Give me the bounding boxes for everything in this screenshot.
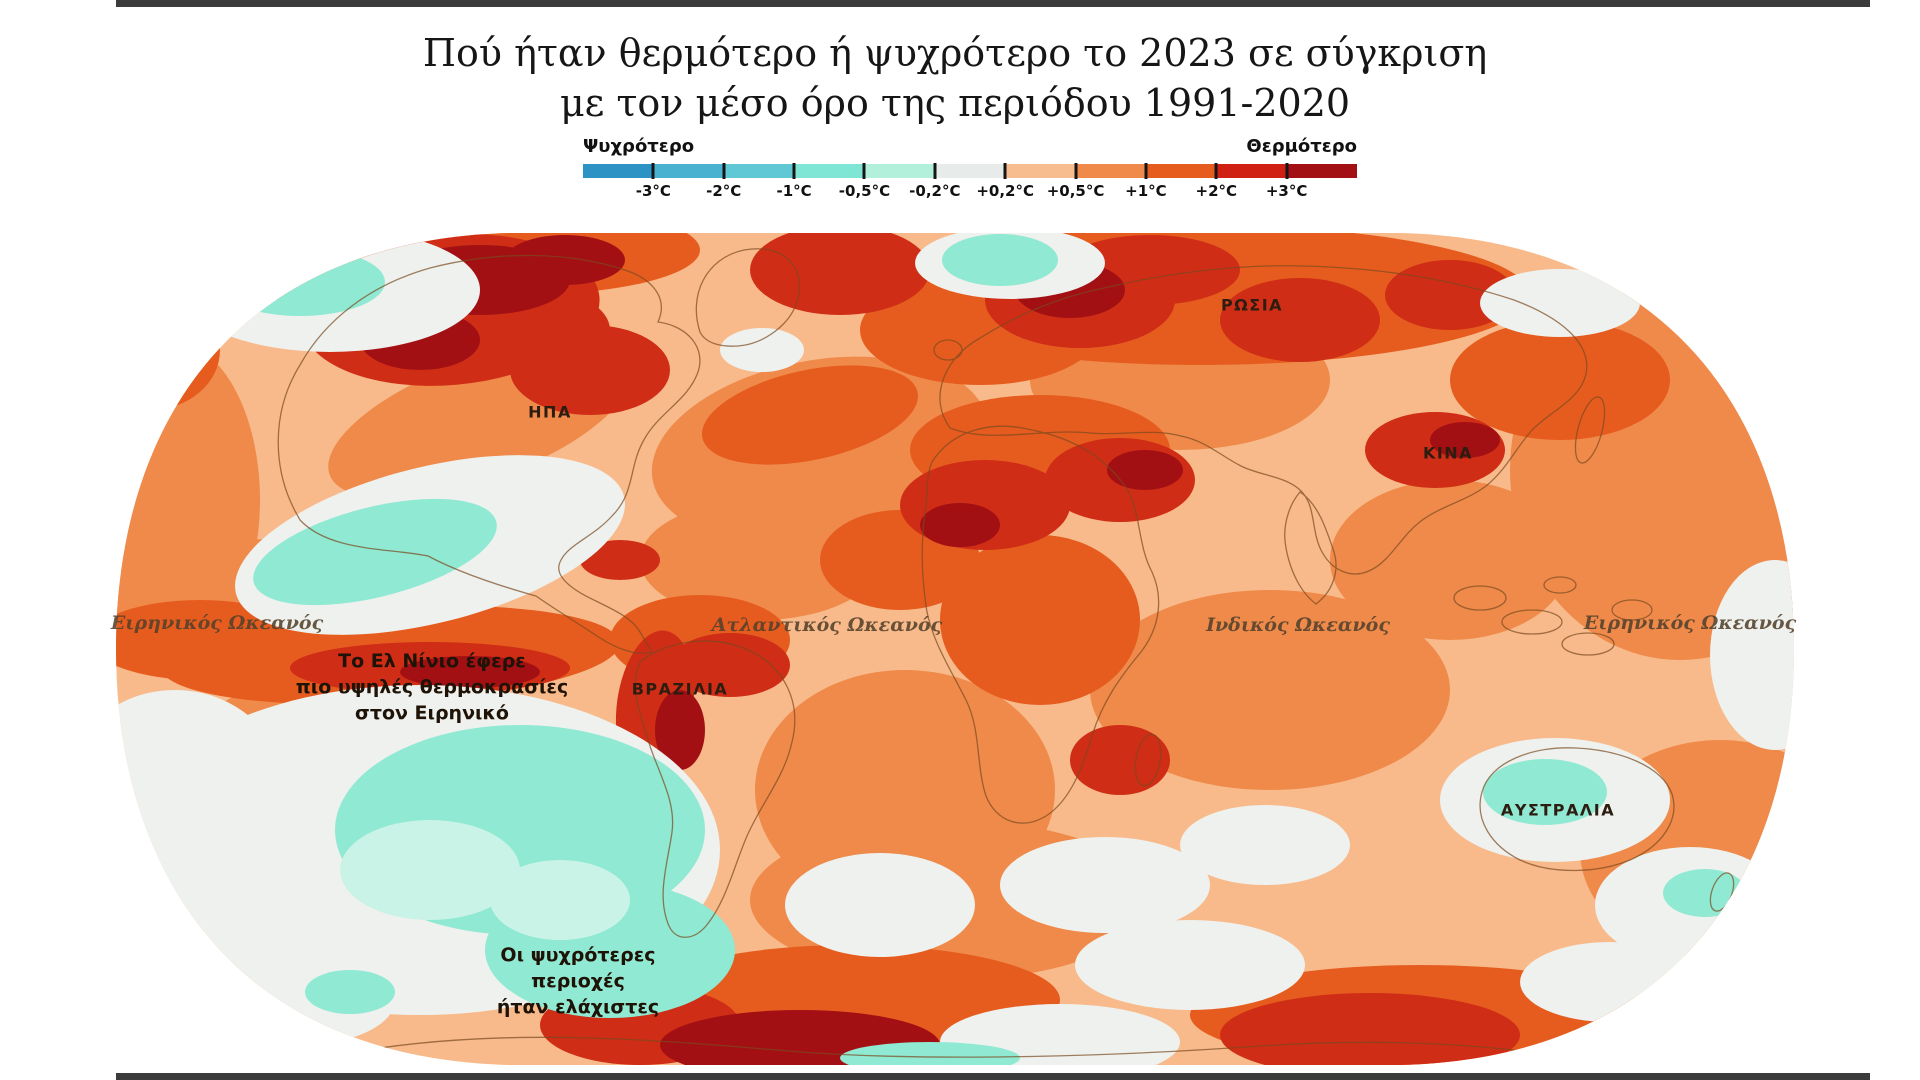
country-label-australia: ΑΥΣΤΡΑΛΙΑ [1500,800,1616,820]
colorbar-segment [653,164,724,178]
country-label-russia: ΡΩΣΙΑ [1220,295,1284,315]
colorbar-tick [1003,163,1007,179]
ocean-label-pacific-east: Ειρηνικός Ωκεανός [1583,612,1797,634]
annotation-line: πιο υψηλές θερμοκρασίες [295,676,569,698]
ocean-label-indian: Ινδικός Ωκεανός [1206,614,1390,636]
annotation-line: στον Ειρηνικό [355,702,509,724]
colorbar-tick [651,163,655,179]
title-line-1: Πού ήταν θερμότερο ή ψυχρότερο το 2023 σ… [422,31,1488,75]
legend-tick-labels: -3°C -2°C -1°C -0,5°C -0,2°C +0,2°C +0,5°C +1°C… [583,182,1357,204]
legend-colorbar [583,163,1357,179]
colorbar-tick-label: +0,5°C [1046,182,1105,200]
colorbar-tick-label: -0,5°C [838,182,891,200]
colorbar-tick-label: +2°C [1195,182,1238,200]
annotation-line: περιοχές [531,970,625,992]
colorbar-tick-label: -3°C [635,182,671,200]
colorbar-tick [1214,163,1218,179]
colorbar-segment [934,164,1006,178]
colorbar-tick [1074,163,1078,179]
colorbar-tick [933,163,937,179]
top-divider [116,0,1870,7]
annotation-cold-areas: Οι ψυχρότερες περιοχές ήταν ελάχιστες [497,942,659,1020]
colorbar-segment [723,164,795,178]
colorbar-tick-label: -2°C [706,182,742,200]
annotation-line: Το Ελ Νίνιο έφερε [338,650,526,672]
colorbar-segment [1286,164,1357,178]
colorbar-tick-label: -1°C [776,182,812,200]
country-label-usa: ΗΠΑ [528,402,572,422]
colorbar-segment [794,164,865,178]
colorbar-segment [1216,164,1287,178]
colorbar-tick-label: +3°C [1265,182,1308,200]
legend-warmer-label: Θερμότερο [1246,136,1357,157]
bottom-divider [116,1073,1870,1080]
page-title: Πού ήταν θερμότερο ή ψυχρότερο το 2023 σ… [0,28,1910,128]
colorbar-segment [864,164,935,178]
colorbar-tick-label: +1°C [1125,182,1167,200]
annotation-line: ήταν ελάχιστες [496,996,660,1018]
ocean-label-pacific-west: Ειρηνικός Ωκεανός [110,612,324,634]
colorbar-segment [1005,164,1076,178]
legend-end-labels: Ψυχρότερο Θερμότερο [583,136,1357,164]
colorbar-tick [792,163,796,179]
title-line-2: με τον μέσο όρο της περιόδου 1991-2020 [559,81,1351,125]
colorbar-segment [583,164,654,178]
colorbar-tick [1285,163,1289,179]
colorbar-tick-label: +0,2°C [976,182,1034,200]
colorbar-tick [722,163,726,179]
legend-cooler-label: Ψυχρότερο [583,136,695,157]
colorbar-segment [1075,164,1146,178]
annotation-el-nino: Το Ελ Νίνιο έφερε πιο υψηλές θερμοκρασίε… [296,648,568,726]
colorbar-tick [862,163,866,179]
ocean-label-atlantic: Ατλαντικός Ωκεανός [711,614,943,636]
country-label-brazil: ΒΡΑΖΙΛΙΑ [631,679,729,699]
colorbar-tick [1144,163,1148,179]
annotation-line: Οι ψυχρότερες [500,944,656,966]
colorbar-segment [1145,164,1217,178]
colorbar-tick-label: -0,2°C [909,182,961,200]
temperature-legend: Ψυχρότερο Θερμότερο -3°C -2°C -1°C -0,5°C -0… [583,136,1357,204]
country-label-china: ΚΙΝΑ [1422,443,1474,463]
